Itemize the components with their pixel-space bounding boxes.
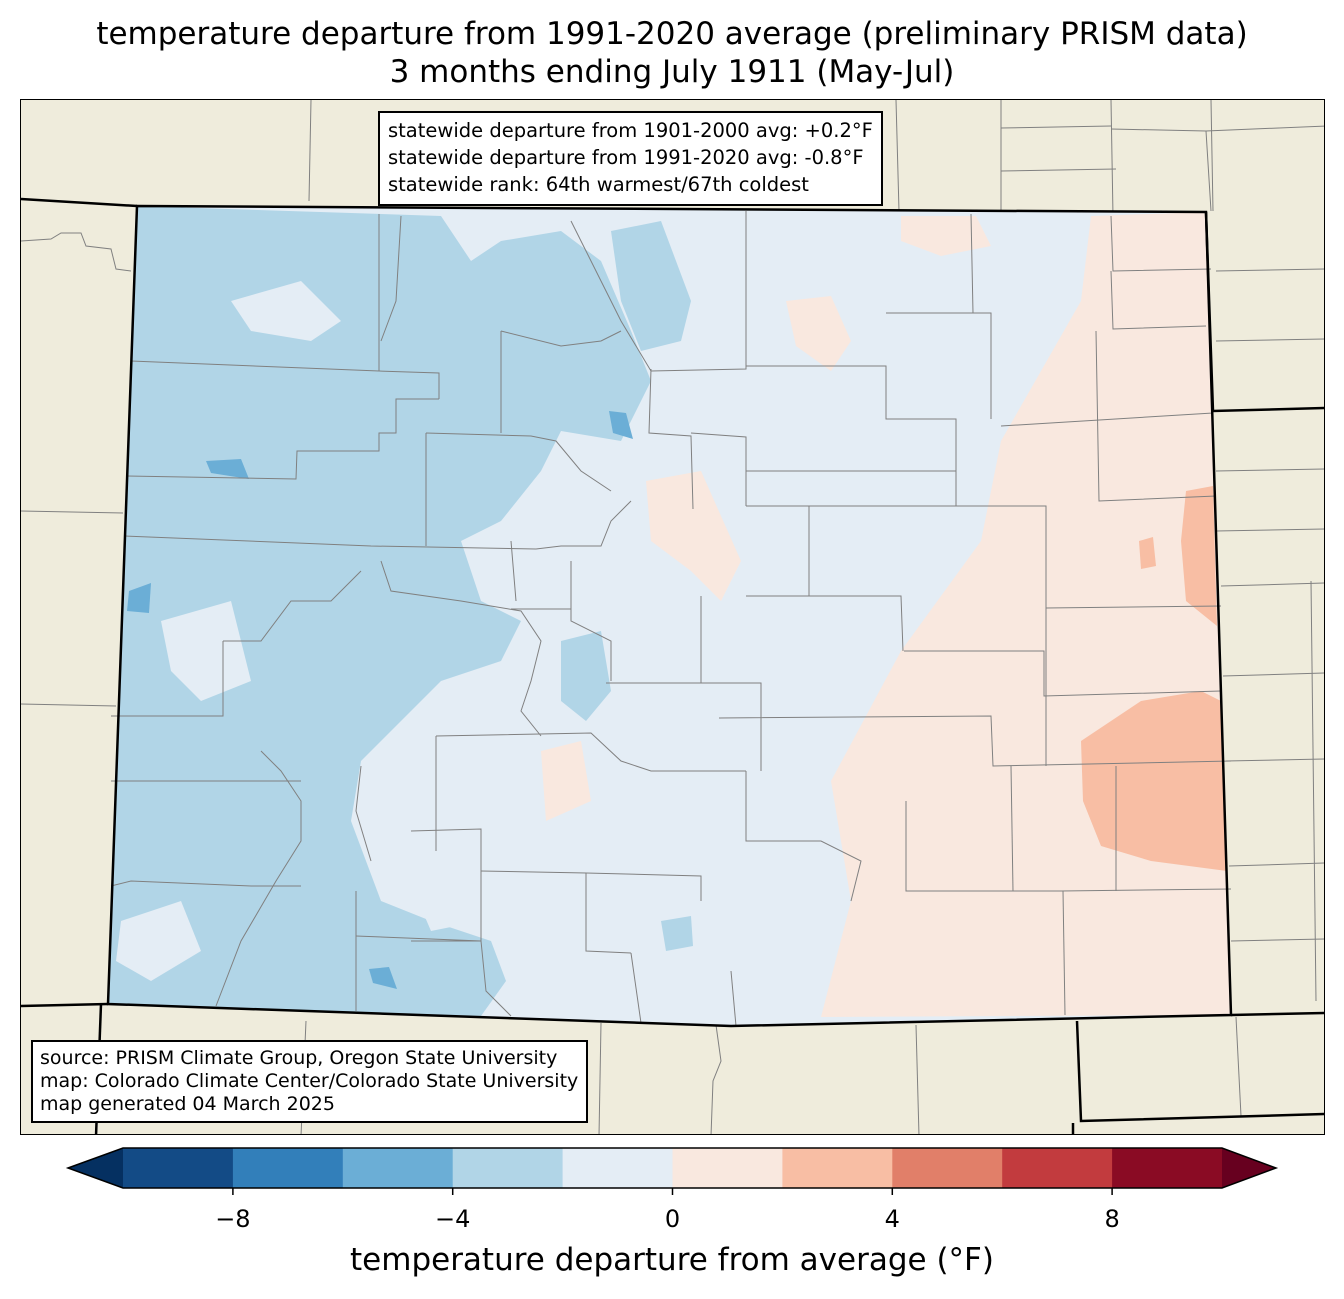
dark-spot-1 <box>206 459 249 479</box>
colorbar-bin <box>342 1148 454 1188</box>
warm-south-patch <box>541 741 591 821</box>
dark-spot-2 <box>127 583 151 613</box>
map-credit-line: map: Colorado Climate Center/Colorado St… <box>40 1070 579 1092</box>
colorbar-bin <box>1002 1148 1113 1188</box>
stat-departure-1901-2000: statewide departure from 1901-2000 avg: … <box>388 119 873 142</box>
nebraska-border <box>1204 211 1324 413</box>
colorbar-bin <box>123 1148 234 1188</box>
warm-front-range <box>646 471 741 601</box>
statewide-stats-box: statewide departure from 1901-2000 avg: … <box>378 111 883 206</box>
colorbar-tick-label: 8 <box>1104 1205 1120 1233</box>
generated-date-line: map generated 04 March 2025 <box>40 1093 335 1115</box>
oklahoma-border <box>1075 1020 1324 1123</box>
state-borders <box>21 197 1324 1134</box>
county-lines <box>110 211 1232 1027</box>
colorbar-under-arrow <box>68 1148 123 1188</box>
colorbar-tick-label: −8 <box>215 1205 251 1233</box>
colorbar-bin <box>782 1148 893 1188</box>
colorbar-bin <box>892 1148 1003 1188</box>
map-title-line1: temperature departure from 1991-2020 ave… <box>96 16 1248 52</box>
light-patch-3 <box>116 901 201 981</box>
warm-ne-patch <box>901 216 991 256</box>
cool-patch-south <box>661 916 693 951</box>
stat-rank: statewide rank: 64th warmest/67th coldes… <box>388 173 809 196</box>
colorbar-bin <box>1112 1148 1223 1188</box>
source-box: source: PRISM Climate Group, Oregon Stat… <box>31 1040 589 1123</box>
arizona-nm-border <box>21 1002 109 1008</box>
kansas-border <box>1230 1011 1324 1017</box>
colorbar <box>65 1147 1279 1195</box>
light-patch-1 <box>231 281 341 341</box>
dark-spot-4 <box>369 967 397 989</box>
warm-spot-medium-3 <box>1139 537 1156 569</box>
map-title-line2: 3 months ending July 1911 (May-Jul) <box>389 54 955 90</box>
colorbar-label: temperature departure from average (°F) <box>350 1242 994 1278</box>
wyoming-utah-border <box>21 197 138 208</box>
cool-san-luis <box>561 631 611 721</box>
colorbar-bin <box>232 1148 344 1188</box>
colorbar-bin <box>672 1148 783 1188</box>
warm-spot-medium-2 <box>1081 691 1227 871</box>
colorbar-bin <box>562 1148 673 1188</box>
colorbar-bin <box>452 1148 564 1188</box>
map-frame <box>20 99 1325 1135</box>
colorado-map <box>21 100 1324 1134</box>
dark-spot-3 <box>609 411 633 439</box>
colorbar-over-arrow <box>1222 1148 1276 1188</box>
colorbar-tick-label: 0 <box>664 1205 681 1233</box>
source-line: source: PRISM Climate Group, Oregon Stat… <box>40 1047 558 1069</box>
warm-spot-medium-1 <box>1181 486 1217 626</box>
colorbar-tick-label: −4 <box>434 1205 471 1233</box>
colorbar-tick-label: 4 <box>884 1205 900 1233</box>
cool-north-park <box>611 221 691 351</box>
cool-west-region <box>108 206 651 1016</box>
stat-departure-1991-2020: statewide departure from 1991-2020 avg: … <box>388 146 864 169</box>
light-patch-4 <box>401 851 481 931</box>
colorado-border <box>106 204 1233 1028</box>
colorbar-outline <box>65 1147 1279 1189</box>
warm-central-patch <box>786 296 851 371</box>
light-patch-2 <box>161 601 251 701</box>
